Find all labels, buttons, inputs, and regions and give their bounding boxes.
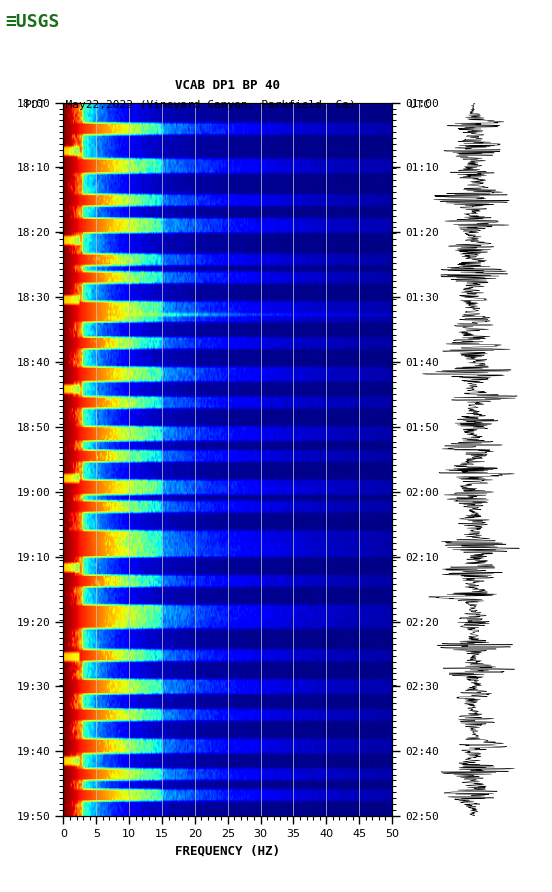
Text: VCAB DP1 BP 40: VCAB DP1 BP 40: [175, 78, 280, 92]
Text: ≡USGS: ≡USGS: [6, 13, 60, 31]
Text: PDT   May22,2022 (Vineyard Canyon, Parkfield, Ca)        UTC: PDT May22,2022 (Vineyard Canyon, Parkfie…: [25, 100, 430, 110]
X-axis label: FREQUENCY (HZ): FREQUENCY (HZ): [175, 844, 280, 857]
